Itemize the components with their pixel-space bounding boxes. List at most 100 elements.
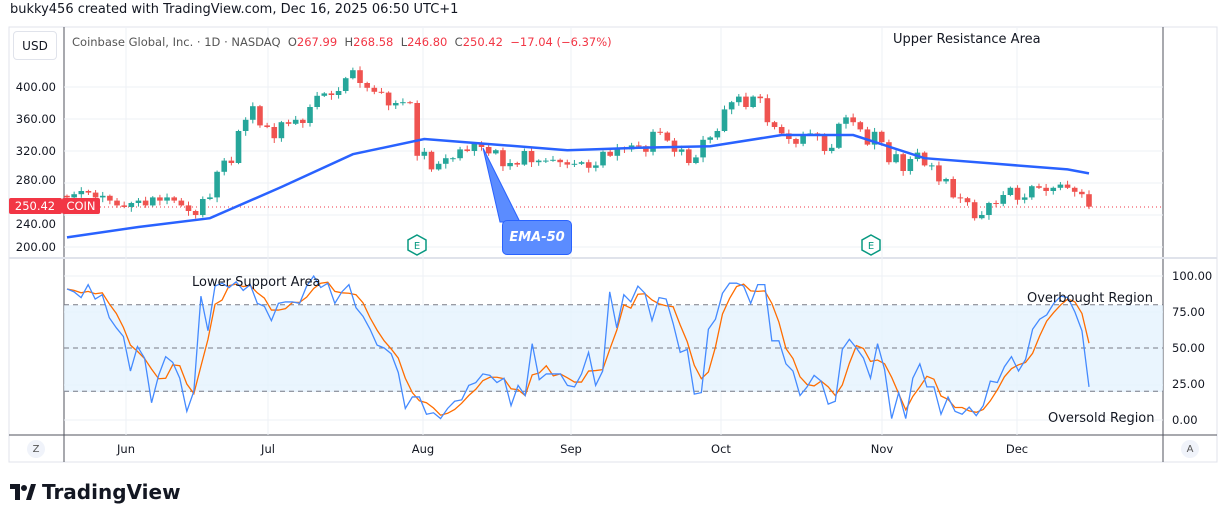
stoch-k-line (66, 274, 1090, 420)
candle-body (478, 143, 485, 147)
candle (307, 104, 313, 127)
candle-body (800, 134, 806, 144)
candle (685, 148, 692, 166)
candle (242, 117, 249, 136)
candle (1007, 186, 1014, 197)
time-tick: Jun (116, 442, 135, 456)
candle-body (521, 151, 528, 165)
candle (471, 142, 478, 156)
candle-body (850, 117, 856, 123)
candle-body (871, 131, 878, 145)
candle (278, 120, 285, 142)
candle-body (764, 98, 771, 123)
candle (578, 160, 585, 165)
candle (1021, 193, 1028, 204)
candle (342, 76, 349, 94)
time-tick: Jul (260, 442, 275, 456)
candle (986, 201, 992, 220)
candle-body (428, 151, 435, 170)
candle (650, 129, 656, 156)
candle-body (886, 142, 892, 163)
candle-body (907, 159, 914, 171)
candle (1050, 186, 1057, 195)
candle-body (943, 179, 949, 182)
candle-body (893, 154, 899, 163)
candle (350, 67, 356, 80)
low-value: 246.80 (407, 35, 448, 49)
candle-body (664, 132, 671, 141)
candle-body (614, 147, 621, 156)
symbol-legend: Coinbase Global, Inc. · 1D · NASDAQ O267… (72, 35, 612, 49)
candle (357, 66, 363, 88)
candle-body (535, 160, 542, 163)
last-price-tag: 250.42 COIN (9, 198, 100, 214)
time-tick: Aug (412, 442, 434, 456)
ema50-line[interactable] (66, 133, 1090, 239)
candle-body (421, 151, 428, 156)
candle-body (1071, 187, 1078, 192)
candle (64, 194, 70, 199)
earnings-badge[interactable]: E (407, 234, 427, 256)
log-scale-button[interactable]: Z (27, 440, 45, 458)
candle (214, 170, 220, 203)
candle (450, 156, 456, 162)
stoch-axis[interactable]: 100.00 75.00 50.00 25.00 0.00 (1172, 269, 1212, 427)
candle (285, 119, 292, 127)
candle-body (142, 200, 149, 206)
candle-body (350, 70, 356, 79)
candle-body (364, 83, 370, 88)
candle (314, 91, 320, 110)
candle-body (1036, 186, 1042, 188)
candle (521, 148, 528, 166)
candle (964, 196, 971, 206)
currency-button[interactable]: USD (13, 31, 57, 60)
candle-body (1079, 191, 1085, 195)
oversold-label: Oversold Region (1048, 411, 1155, 426)
auto-scale-button[interactable]: A (1181, 440, 1199, 458)
time-tick: Nov (871, 442, 894, 456)
candle-body (221, 160, 228, 172)
candle-body (321, 93, 328, 96)
candle (157, 194, 163, 206)
candle-body (85, 191, 92, 193)
earnings-badge[interactable]: E (861, 234, 881, 256)
candle (185, 201, 192, 216)
lower-support-label: Lower Support Area (192, 275, 321, 290)
tradingview-logo[interactable]: TradingView (10, 480, 181, 504)
time-tick: Oct (711, 442, 731, 456)
candle-body (700, 139, 706, 158)
candle (192, 209, 199, 219)
candle-body (793, 139, 799, 144)
close-value: 250.42 (462, 35, 503, 49)
candle (207, 193, 213, 201)
candle-body (1007, 187, 1014, 195)
candle-body (757, 96, 764, 99)
price-tick: 320.00 (16, 144, 56, 158)
price-axis[interactable]: 400.00 360.00 320.00 280.00 240.00 200.0… (16, 80, 56, 254)
candle-body (600, 151, 606, 166)
candle-body (500, 150, 506, 167)
candle (657, 127, 663, 135)
stoch-tick: 25.00 (1172, 377, 1205, 391)
candle-body (743, 96, 749, 107)
open-label: O (287, 35, 297, 49)
candle (1000, 191, 1007, 207)
candle (736, 94, 742, 106)
candle (857, 120, 864, 132)
time-axis[interactable]: Jun Jul Aug Sep Oct Nov Dec (116, 442, 1028, 456)
candle (585, 159, 592, 173)
candle (135, 198, 142, 207)
overbought-label: Overbought Region (1027, 291, 1153, 306)
candle-body (264, 125, 270, 127)
candle-body (685, 149, 692, 163)
stoch-tick: 50.00 (1172, 341, 1205, 355)
candle (793, 137, 799, 148)
time-tick: Sep (560, 442, 582, 456)
candle-body (414, 103, 420, 156)
candle (543, 158, 549, 163)
candle (1029, 184, 1035, 200)
candle (1071, 186, 1078, 197)
candle (442, 154, 449, 169)
candle-body (92, 192, 99, 198)
